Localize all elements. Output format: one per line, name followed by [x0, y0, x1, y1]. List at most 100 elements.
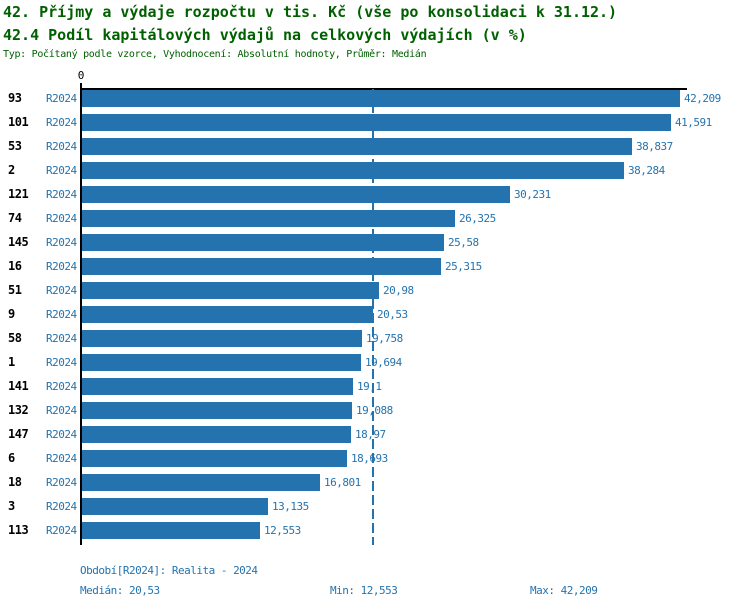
bar[interactable]	[82, 354, 361, 371]
row-category-label: 113	[8, 523, 29, 537]
bar-value-label: 38,284	[628, 164, 665, 177]
row-category-label: 147	[8, 427, 29, 441]
bar[interactable]	[82, 90, 680, 107]
bar[interactable]	[82, 282, 379, 299]
bar-value-label: 18,693	[351, 452, 388, 465]
chart-row: 1 R2024 19,694	[0, 354, 750, 371]
chart-row: 53 R2024 38,837	[0, 138, 750, 155]
x-axis-top-line	[80, 88, 687, 90]
row-category-label: 6	[8, 451, 15, 465]
bar[interactable]	[82, 474, 320, 491]
x-axis-zero-tick-label: 0	[77, 69, 85, 82]
median-reference-line	[372, 89, 374, 545]
row-period-label: R2024	[46, 188, 77, 201]
footer-period-label: Období[R2024]: Realita - 2024	[80, 564, 258, 577]
row-period-label: R2024	[46, 452, 77, 465]
bar[interactable]	[82, 258, 441, 275]
row-category-label: 132	[8, 403, 29, 417]
chart-row: 113 R2024 12,553	[0, 522, 750, 539]
chart-row: 121 R2024 30,231	[0, 186, 750, 203]
bar[interactable]	[82, 330, 362, 347]
bar-value-label: 42,209	[684, 92, 721, 105]
row-period-label: R2024	[46, 308, 77, 321]
y-axis-line	[80, 83, 82, 545]
bar[interactable]	[82, 306, 373, 323]
bar-value-label: 19,1	[357, 380, 382, 393]
chart-row: 93 R2024 42,209	[0, 90, 750, 107]
row-category-label: 121	[8, 187, 29, 201]
bar[interactable]	[82, 114, 671, 131]
row-period-label: R2024	[46, 404, 77, 417]
bar-value-label: 25,58	[448, 236, 479, 249]
bar[interactable]	[82, 210, 455, 227]
bar[interactable]	[82, 450, 347, 467]
row-category-label: 74	[8, 211, 22, 225]
row-period-label: R2024	[46, 524, 77, 537]
bar[interactable]	[82, 138, 632, 155]
bar-value-label: 19,088	[356, 404, 393, 417]
bar[interactable]	[82, 378, 353, 395]
row-period-label: R2024	[46, 260, 77, 273]
row-period-label: R2024	[46, 356, 77, 369]
bar[interactable]	[82, 498, 268, 515]
chart-row: 9 R2024 20,53	[0, 306, 750, 323]
row-period-label: R2024	[46, 164, 77, 177]
chart-row: 3 R2024 13,135	[0, 498, 750, 515]
chart-row: 58 R2024 19,758	[0, 330, 750, 347]
chart-row: 145 R2024 25,58	[0, 234, 750, 251]
row-category-label: 141	[8, 379, 29, 393]
chart-row: 141 R2024 19,1	[0, 378, 750, 395]
row-category-label: 58	[8, 331, 22, 345]
bar-value-label: 16,801	[324, 476, 361, 489]
row-category-label: 145	[8, 235, 29, 249]
bar-value-label: 25,315	[445, 260, 482, 273]
row-period-label: R2024	[46, 116, 77, 129]
bar[interactable]	[82, 522, 260, 539]
chart-title-line2: 42.4 Podíl kapitálových výdajů na celkov…	[3, 26, 527, 44]
row-period-label: R2024	[46, 476, 77, 489]
row-category-label: 3	[8, 499, 15, 513]
row-period-label: R2024	[46, 212, 77, 225]
row-category-label: 9	[8, 307, 15, 321]
chart-row: 132 R2024 19,088	[0, 402, 750, 419]
row-category-label: 18	[8, 475, 22, 489]
row-period-label: R2024	[46, 284, 77, 297]
row-category-label: 51	[8, 283, 22, 297]
bar-value-label: 12,553	[264, 524, 301, 537]
bar[interactable]	[82, 234, 444, 251]
bar-value-label: 38,837	[636, 140, 673, 153]
chart-subtitle: Typ: Počítaný podle vzorce, Vyhodnocení:…	[3, 49, 427, 60]
row-period-label: R2024	[46, 92, 77, 105]
row-period-label: R2024	[46, 140, 77, 153]
bar[interactable]	[82, 426, 351, 443]
chart-row: 2 R2024 38,284	[0, 162, 750, 179]
bar-value-label: 19,758	[366, 332, 403, 345]
bar[interactable]	[82, 186, 510, 203]
chart-row: 6 R2024 18,693	[0, 450, 750, 467]
row-category-label: 101	[8, 115, 29, 129]
footer-min-label: Min: 12,553	[330, 584, 398, 597]
row-category-label: 1	[8, 355, 15, 369]
chart-row: 18 R2024 16,801	[0, 474, 750, 491]
chart-title-line1: 42. Příjmy a výdaje rozpočtu v tis. Kč (…	[3, 3, 618, 21]
row-period-label: R2024	[46, 428, 77, 441]
chart-row: 147 R2024 18,97	[0, 426, 750, 443]
bar-value-label: 26,325	[459, 212, 496, 225]
bar-value-label: 30,231	[514, 188, 551, 201]
row-period-label: R2024	[46, 500, 77, 513]
row-period-label: R2024	[46, 380, 77, 393]
footer-median-label: Medián: 20,53	[80, 584, 160, 597]
bar-value-label: 20,53	[377, 308, 408, 321]
bar[interactable]	[82, 162, 624, 179]
chart-row: 51 R2024 20,98	[0, 282, 750, 299]
row-period-label: R2024	[46, 236, 77, 249]
row-category-label: 16	[8, 259, 22, 273]
bar[interactable]	[82, 402, 352, 419]
bar-value-label: 19,694	[365, 356, 402, 369]
row-period-label: R2024	[46, 332, 77, 345]
bar-value-label: 18,97	[355, 428, 386, 441]
row-category-label: 53	[8, 139, 22, 153]
chart-row: 16 R2024 25,315	[0, 258, 750, 275]
bar-value-label: 41,591	[675, 116, 712, 129]
row-category-label: 2	[8, 163, 15, 177]
